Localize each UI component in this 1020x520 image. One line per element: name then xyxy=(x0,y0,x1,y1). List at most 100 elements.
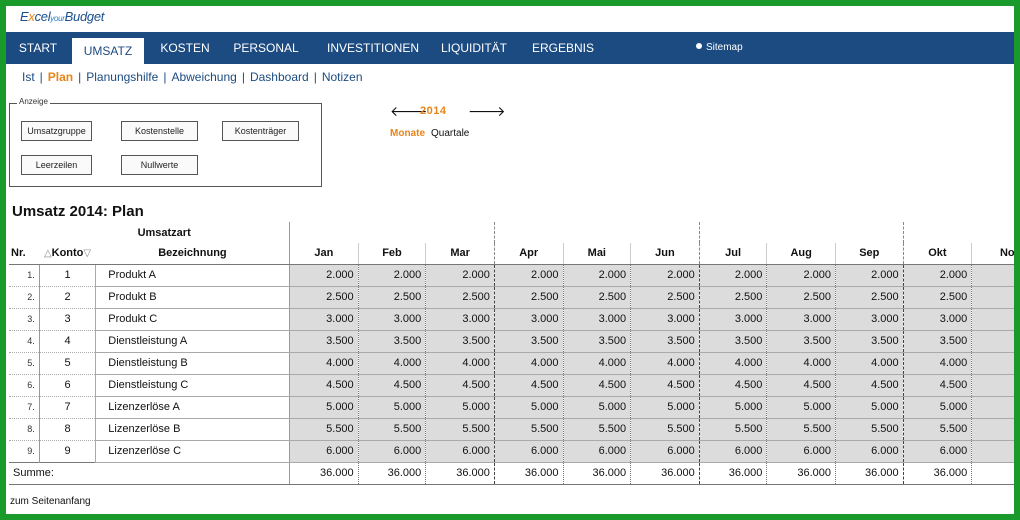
leerzeilen-button[interactable]: Leerzeilen xyxy=(21,155,92,175)
value-cell[interactable]: 6.000 xyxy=(630,440,700,463)
nav-item-kosten[interactable]: KOSTEN xyxy=(160,41,210,55)
value-cell[interactable]: 3.5 xyxy=(971,330,1014,353)
value-cell[interactable]: 2.000 xyxy=(563,264,632,287)
value-cell[interactable]: 5.000 xyxy=(563,396,632,419)
value-cell[interactable]: 6.000 xyxy=(289,440,359,463)
value-cell[interactable]: 3.500 xyxy=(358,330,427,353)
value-cell[interactable]: 6.0 xyxy=(971,440,1014,463)
value-cell[interactable]: 2.000 xyxy=(835,264,904,287)
subnav-item-abweichung[interactable]: Abweichung xyxy=(171,70,237,84)
value-cell[interactable]: 4.500 xyxy=(358,374,427,397)
nav-item-liquiditaet[interactable]: LIQUIDITÄT xyxy=(440,41,507,55)
sitemap-link[interactable]: Sitemap xyxy=(696,32,743,64)
value-cell[interactable]: 3.000 xyxy=(563,308,632,331)
value-cell[interactable]: 2.500 xyxy=(630,286,700,309)
value-cell[interactable]: 6.000 xyxy=(494,440,564,463)
value-cell[interactable]: 3.500 xyxy=(563,330,632,353)
value-cell[interactable]: 4.000 xyxy=(903,352,973,375)
value-cell[interactable]: 3.000 xyxy=(835,308,904,331)
subnav-item-notizen[interactable]: Notizen xyxy=(321,70,363,84)
value-cell[interactable]: 4.500 xyxy=(563,374,632,397)
value-cell[interactable]: 2.500 xyxy=(903,286,973,309)
value-cell[interactable]: 3.000 xyxy=(699,308,768,331)
value-cell[interactable]: 4.000 xyxy=(835,352,904,375)
value-cell[interactable]: 2.000 xyxy=(358,264,427,287)
value-cell[interactable]: 4.000 xyxy=(699,352,768,375)
value-cell[interactable]: 4.000 xyxy=(630,352,700,375)
value-cell[interactable]: 3.500 xyxy=(494,330,564,353)
value-cell[interactable]: 4.5 xyxy=(971,374,1014,397)
konto-header[interactable]: △Konto▽ xyxy=(39,243,96,265)
value-cell[interactable]: 5.500 xyxy=(289,418,359,441)
value-cell[interactable]: 5.000 xyxy=(494,396,564,419)
nav-item-umsatz[interactable]: UMSATZ xyxy=(72,38,144,64)
value-cell[interactable]: 4.000 xyxy=(766,352,836,375)
subnav-item-dashboard[interactable]: Dashboard xyxy=(249,70,309,84)
value-cell[interactable]: 2.000 xyxy=(699,264,768,287)
subnav-item-ist[interactable]: Ist xyxy=(22,70,35,84)
value-cell[interactable]: 5.500 xyxy=(425,418,495,441)
nav-item-start[interactable]: START xyxy=(18,41,58,55)
value-cell[interactable]: 5.000 xyxy=(835,396,904,419)
value-cell[interactable]: 4.000 xyxy=(425,352,495,375)
arrow-left-icon[interactable]: 🡐 xyxy=(390,103,428,119)
sort-descending-icon[interactable]: ▽ xyxy=(83,248,92,260)
value-cell[interactable]: 2.500 xyxy=(835,286,904,309)
value-cell[interactable]: 5.500 xyxy=(903,418,973,441)
value-cell[interactable]: 3.000 xyxy=(903,308,973,331)
value-cell[interactable]: 4.000 xyxy=(563,352,632,375)
value-cell[interactable]: 6.000 xyxy=(903,440,973,463)
value-cell[interactable]: 3.500 xyxy=(766,330,836,353)
value-cell[interactable]: 6.000 xyxy=(835,440,904,463)
value-cell[interactable]: 3.000 xyxy=(425,308,495,331)
value-cell[interactable]: 4.000 xyxy=(494,352,564,375)
value-cell[interactable]: 5.000 xyxy=(630,396,700,419)
nav-item-ergebnis[interactable]: ERGEBNIS xyxy=(531,41,594,55)
value-cell[interactable]: 3.0 xyxy=(971,308,1014,331)
quartale-toggle[interactable]: Quartale xyxy=(431,128,470,139)
umsatzgruppe-button[interactable]: Umsatzgruppe xyxy=(21,121,92,141)
value-cell[interactable]: 2.500 xyxy=(699,286,768,309)
value-cell[interactable]: 3.000 xyxy=(766,308,836,331)
value-cell[interactable]: 4.500 xyxy=(289,374,359,397)
value-cell[interactable]: 2.500 xyxy=(494,286,564,309)
value-cell[interactable]: 5.500 xyxy=(766,418,836,441)
value-cell[interactable]: 2.500 xyxy=(289,286,359,309)
value-cell[interactable]: 6.000 xyxy=(699,440,768,463)
subnav-item-plan[interactable]: Plan xyxy=(47,70,74,84)
subnav-item-planungshilfe[interactable]: Planungshilfe xyxy=(86,70,159,84)
kostenstelle-button[interactable]: Kostenstelle xyxy=(121,121,198,141)
value-cell[interactable]: 5.500 xyxy=(494,418,564,441)
value-cell[interactable]: 4.500 xyxy=(494,374,564,397)
value-cell[interactable]: 3.500 xyxy=(425,330,495,353)
nav-item-investitionen[interactable]: INVESTITIONEN xyxy=(326,41,419,55)
value-cell[interactable]: 5.500 xyxy=(563,418,632,441)
value-cell[interactable]: 4.500 xyxy=(903,374,973,397)
value-cell[interactable]: 4.500 xyxy=(699,374,768,397)
value-cell[interactable]: 4.000 xyxy=(358,352,427,375)
value-cell[interactable]: 2.500 xyxy=(766,286,836,309)
value-cell[interactable]: 3.500 xyxy=(630,330,700,353)
value-cell[interactable]: 5.000 xyxy=(358,396,427,419)
value-cell[interactable]: 5.000 xyxy=(766,396,836,419)
arrow-right-icon[interactable]: 🡒 xyxy=(468,103,506,119)
value-cell[interactable]: 2.000 xyxy=(630,264,700,287)
value-cell[interactable]: 6.000 xyxy=(766,440,836,463)
value-cell[interactable]: 2.000 xyxy=(425,264,495,287)
value-cell[interactable]: 5.000 xyxy=(699,396,768,419)
value-cell[interactable]: 5.000 xyxy=(289,396,359,419)
value-cell[interactable]: 3.500 xyxy=(835,330,904,353)
value-cell[interactable]: 3.000 xyxy=(630,308,700,331)
value-cell[interactable]: 2.000 xyxy=(766,264,836,287)
value-cell[interactable]: 2.500 xyxy=(358,286,427,309)
value-cell[interactable]: 5.5 xyxy=(971,418,1014,441)
value-cell[interactable]: 5.0 xyxy=(971,396,1014,419)
value-cell[interactable]: 6.000 xyxy=(358,440,427,463)
value-cell[interactable]: 3.500 xyxy=(699,330,768,353)
value-cell[interactable]: 2.500 xyxy=(425,286,495,309)
value-cell[interactable]: 5.500 xyxy=(358,418,427,441)
value-cell[interactable]: 2.000 xyxy=(494,264,564,287)
nav-item-personal[interactable]: PERSONAL xyxy=(233,41,299,55)
value-cell[interactable]: 5.000 xyxy=(425,396,495,419)
nullwerte-button[interactable]: Nullwerte xyxy=(121,155,198,175)
